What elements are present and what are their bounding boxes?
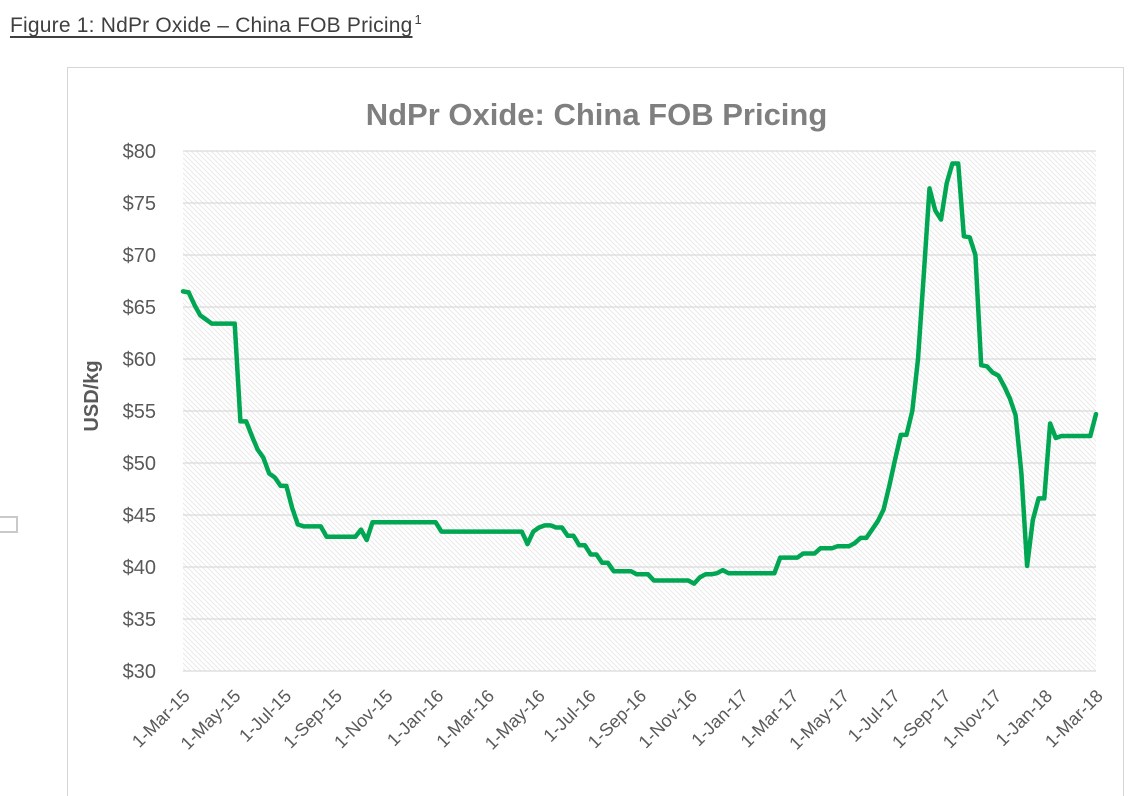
chart-panel: $30 $35 $40 $45 $50 $55 $60 $65 $70 $75 $80 1-Mar-1… bbox=[67, 67, 1124, 796]
y-tick-label: $60 bbox=[123, 349, 156, 371]
y-tick-label: $80 bbox=[123, 141, 156, 163]
y-tick-label: $45 bbox=[123, 505, 156, 527]
ndpr-pricing-chart: $30$35$40$45$50$55$60$65$70$75$801-Mar-1… bbox=[81, 97, 1107, 754]
price-line bbox=[180, 161, 1099, 586]
y-tick-label: $40 bbox=[123, 557, 156, 579]
y-tick-label: $50 bbox=[123, 453, 156, 475]
figure-caption: Figure 1: NdPr Oxide – China FOB Pricing… bbox=[10, 12, 422, 38]
clipped-edge-artifact bbox=[0, 516, 18, 533]
y-tick-label: $75 bbox=[123, 193, 156, 215]
figure-caption-footnote-marker: 1 bbox=[414, 12, 422, 27]
chart-title: NdPr Oxide: China FOB Pricing bbox=[366, 97, 828, 132]
y-axis-title: USD/kg bbox=[81, 360, 103, 431]
y-tick-label: $70 bbox=[123, 245, 156, 267]
y-tick-label: $55 bbox=[123, 401, 156, 423]
y-tick-label: $65 bbox=[123, 297, 156, 319]
figure-caption-text: Figure 1: NdPr Oxide – China FOB Pricing bbox=[10, 14, 413, 37]
y-tick-label: $30 bbox=[123, 661, 156, 683]
y-tick-label: $35 bbox=[123, 609, 156, 631]
